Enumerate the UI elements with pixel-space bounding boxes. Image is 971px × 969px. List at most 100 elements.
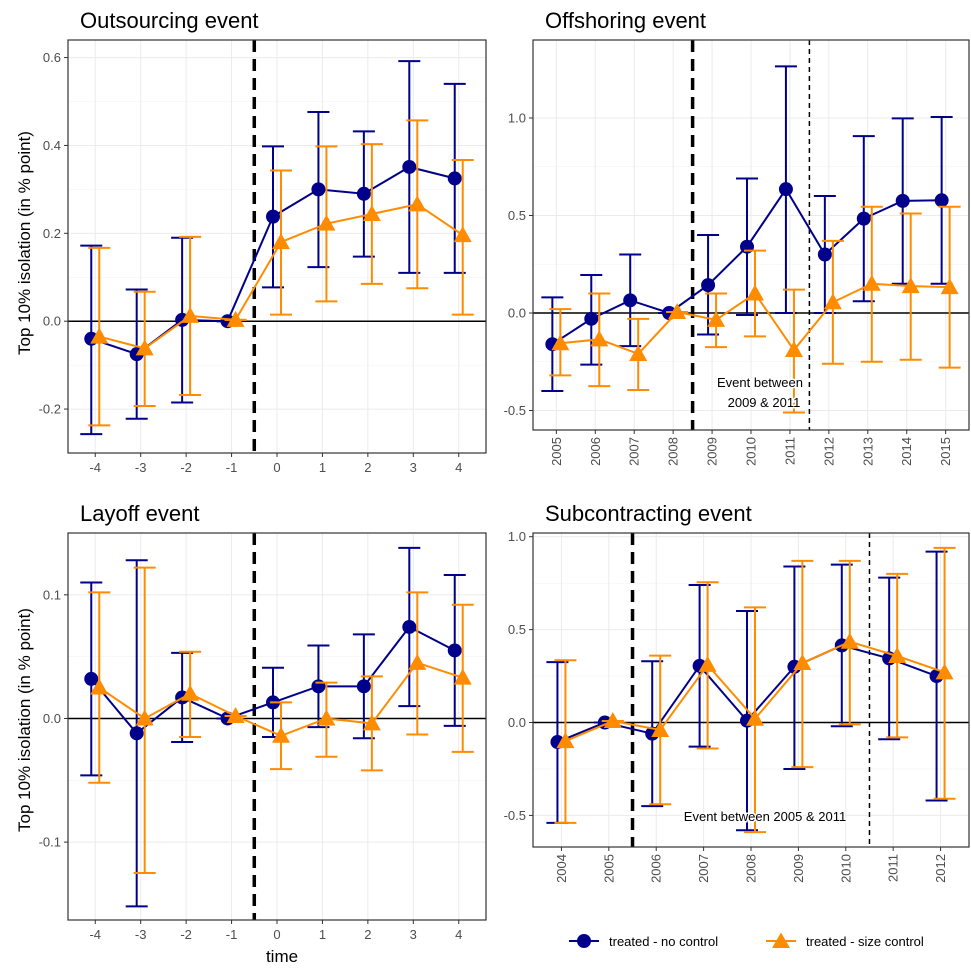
data-point — [701, 278, 716, 293]
x-axis-label: time — [266, 947, 298, 966]
legend-key-no-control — [569, 934, 599, 948]
data-point — [934, 193, 949, 208]
y-tick-label: 0.2 — [43, 226, 61, 241]
data-point — [447, 171, 462, 186]
data-point — [453, 668, 472, 685]
y-tick-label: -0.5 — [504, 403, 526, 418]
legend-label-no-control: treated - no control — [609, 934, 718, 949]
x-tick-label: 2010 — [838, 854, 853, 883]
panel-4: Subcontracting event Event between 2005 &… — [504, 501, 970, 883]
panel-title: Offshoring event — [545, 8, 706, 33]
x-tick-label: -3 — [135, 927, 147, 942]
y-tick-label: -0.2 — [39, 402, 61, 417]
y-tick-label: 1.0 — [508, 529, 526, 544]
data-point — [793, 654, 812, 671]
x-tick-label: -2 — [180, 460, 192, 475]
x-tick-label: 4 — [455, 927, 462, 942]
data-point — [447, 643, 462, 658]
y-tick-label: 0.0 — [508, 715, 526, 730]
series-size-control — [88, 566, 474, 875]
data-point — [272, 726, 290, 743]
data-point — [311, 679, 326, 694]
data-point — [266, 209, 280, 224]
y-tick-label: 0.0 — [43, 314, 61, 329]
x-tick-label: 2006 — [588, 437, 603, 466]
x-tick-label: 1 — [319, 460, 326, 475]
data-point — [408, 653, 427, 670]
series-size-control — [88, 119, 474, 427]
data-point — [746, 284, 764, 301]
x-tick-label: -1 — [226, 460, 238, 475]
x-tick-label: 2005 — [549, 437, 564, 466]
data-point — [746, 709, 764, 726]
x-tick-label: 2 — [364, 927, 371, 942]
x-tick-label: 2009 — [791, 854, 806, 883]
data-point — [272, 233, 290, 250]
data-point — [603, 712, 622, 729]
y-tick-label: 0.5 — [508, 208, 526, 223]
y-tick-label: 0.0 — [43, 711, 61, 726]
x-tick-label: 3 — [410, 460, 417, 475]
data-point — [629, 344, 648, 361]
data-point — [584, 311, 599, 326]
x-tick-label: 2010 — [744, 437, 759, 466]
x-tick-label: 0 — [273, 460, 280, 475]
data-point — [311, 182, 326, 197]
data-point — [935, 663, 954, 680]
data-point — [888, 646, 907, 663]
data-point — [901, 277, 920, 294]
panel-title: Subcontracting event — [545, 501, 752, 526]
x-tick-label: 2012 — [933, 854, 948, 883]
x-tick-label: -3 — [135, 460, 147, 475]
data-point — [402, 619, 417, 634]
x-tick-label: 1 — [319, 927, 326, 942]
data-point — [356, 186, 371, 201]
x-tick-label: 2015 — [938, 437, 953, 466]
data-point — [181, 684, 200, 701]
x-tick-label: 2006 — [649, 854, 664, 883]
series-size-control — [554, 546, 956, 834]
x-tick-label: 2004 — [554, 854, 569, 883]
data-point — [84, 671, 99, 686]
panels: Outsourcing event -0.2 0.0 0.2 0.4 0.6 -4 -3 -2 -… — [39, 8, 970, 942]
x-tick-label: 2007 — [696, 854, 711, 883]
event-annotation: 2009 & 2011 — [728, 395, 801, 410]
x-tick-label: 2008 — [666, 437, 681, 466]
panel-2: Offshoring event Event between 2009 & 2011… — [504, 8, 970, 466]
x-tick-label: 0 — [273, 927, 280, 942]
x-tick-label: -2 — [180, 927, 192, 942]
data-point — [668, 303, 687, 320]
panel-title: Outsourcing event — [80, 8, 259, 33]
data-point — [590, 330, 609, 347]
data-point — [707, 310, 726, 327]
legend-label-size-control: treated - size control — [806, 934, 924, 949]
y-axis-label-bottom: Top 10% isolation (in % point) — [15, 608, 34, 832]
x-tick-label: 2005 — [601, 854, 616, 883]
y-tick-label: 0.4 — [43, 138, 61, 153]
x-tick-label: 2 — [364, 460, 371, 475]
x-tick-label: 3 — [410, 927, 417, 942]
panel-1: Outsourcing event -0.2 0.0 0.2 0.4 0.6 -4 -3 -2 -… — [39, 8, 487, 475]
x-tick-label: 2014 — [899, 437, 914, 466]
data-point — [317, 709, 336, 726]
y-tick-label: 0.5 — [508, 622, 526, 637]
x-tick-label: 2013 — [860, 437, 875, 466]
data-point — [453, 226, 472, 243]
event-annotation: Event between 2005 & 2011 — [684, 809, 846, 824]
data-point — [778, 182, 793, 197]
panel-title: Layoff event — [80, 501, 199, 526]
legend: treated - no control treated - size cont… — [569, 932, 924, 949]
series-size-control — [549, 205, 961, 414]
y-tick-label: 0.6 — [43, 50, 61, 65]
data-point — [556, 732, 575, 749]
x-tick-label: 4 — [455, 460, 462, 475]
x-tick-label: -4 — [89, 927, 101, 942]
y-axis-label-top: Top 10% isolation (in % point) — [15, 131, 34, 355]
x-tick-label: 2012 — [821, 437, 836, 466]
data-point — [940, 278, 959, 295]
data-point — [356, 679, 371, 694]
data-point — [90, 678, 109, 695]
y-tick-label: 1.0 — [508, 111, 526, 126]
data-point — [181, 306, 200, 323]
